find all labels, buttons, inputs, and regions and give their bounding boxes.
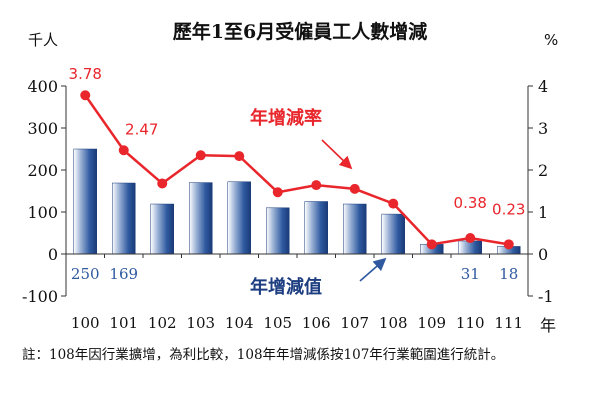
rate-value-label: 3.78 — [69, 65, 102, 83]
right-tick-label: 1 — [538, 203, 548, 222]
rate-point-111 — [503, 239, 514, 250]
rate-point-109 — [426, 239, 437, 250]
rate-value-label: 2.47 — [125, 120, 158, 138]
bar-value-label: 18 — [499, 265, 518, 283]
rate-value-label: 0.38 — [454, 194, 487, 212]
x-tick-label: 108 — [379, 314, 408, 332]
bar-102 — [150, 203, 174, 255]
bar-107 — [343, 203, 367, 255]
left-tick-label: 200 — [27, 161, 58, 180]
legend-rate: 年增減率 — [250, 107, 322, 129]
bar-104 — [227, 181, 251, 255]
rate-point-104 — [234, 151, 245, 162]
data-labels: 250 169 31 18 3.78 2.47 0.38 0.23 — [69, 65, 526, 283]
left-tick-label: 0 — [48, 245, 58, 264]
x-tick-label: 105 — [263, 314, 292, 332]
bar-value-label: 169 — [109, 265, 138, 283]
bar-101 — [112, 182, 136, 255]
right-axis-unit: % — [544, 31, 558, 49]
bar-series — [73, 148, 521, 255]
x-tick-label: 104 — [225, 314, 254, 332]
x-tick-label: 106 — [302, 314, 331, 332]
bar-value-label: 31 — [461, 265, 480, 283]
rate-point-110 — [465, 233, 476, 244]
right-tick-label: 4 — [538, 77, 548, 96]
x-tick-label: 103 — [186, 314, 215, 332]
legend-value: 年增減值 — [250, 276, 322, 298]
bar-value-label: 250 — [71, 265, 100, 283]
bar-100 — [73, 148, 97, 255]
right-tick-label: -1 — [538, 287, 554, 306]
x-tick-label: 110 — [456, 314, 485, 332]
rate-point-100 — [80, 90, 91, 101]
bar-103 — [189, 182, 213, 255]
bar-106 — [304, 201, 328, 255]
bar-105 — [266, 207, 290, 255]
rate-point-101 — [118, 145, 129, 156]
right-tick-label: 3 — [538, 119, 548, 138]
left-tick-label: 300 — [27, 119, 58, 138]
footnote: 註：108年因行業擴增，為利比較，108年年增減係按107年行業範圍進行統計。 — [22, 347, 505, 363]
x-tick-label: 102 — [148, 314, 177, 332]
axes: -100 0 100 200 300 400 -1 0 1 2 3 4 100 101 102 103 104 1… — [22, 77, 554, 332]
rate-point-105 — [272, 187, 283, 198]
rate-point-106 — [311, 180, 322, 191]
right-tick-label: 0 — [538, 245, 548, 264]
right-tick-label: 2 — [538, 161, 548, 180]
left-tick-label: 400 — [27, 77, 58, 96]
rate-value-label: 0.23 — [492, 200, 525, 218]
x-axis-unit: 年 — [540, 316, 556, 335]
x-tick-label: 109 — [417, 314, 446, 332]
left-tick-label: 100 — [27, 203, 58, 222]
left-axis-unit: 千人 — [28, 31, 58, 49]
x-tick-label: 101 — [109, 314, 138, 332]
line-series — [80, 90, 514, 250]
rate-pointer-arrow — [321, 139, 353, 170]
bar-108 — [381, 213, 405, 255]
rate-point-107 — [349, 183, 360, 194]
value-pointer-arrow — [359, 257, 387, 282]
left-tick-label: -100 — [22, 287, 58, 306]
rate-line — [84, 94, 509, 246]
rate-point-102 — [157, 178, 168, 189]
rate-point-108 — [388, 198, 399, 209]
chart-title: 歷年1至6月受僱員工人數增減 — [173, 20, 427, 43]
x-tick-label: 111 — [494, 314, 523, 332]
x-tick-label: 100 — [71, 314, 100, 332]
rate-point-103 — [195, 150, 206, 161]
x-tick-label: 107 — [340, 314, 369, 332]
